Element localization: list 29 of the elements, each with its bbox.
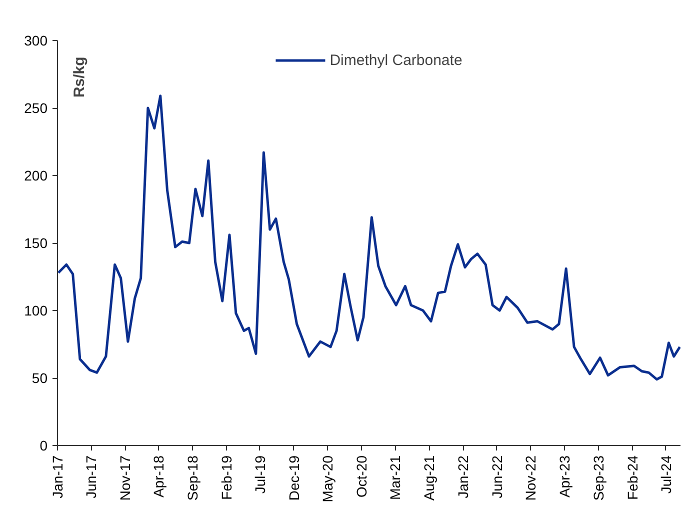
x-tick-label: Nov-22 bbox=[522, 455, 539, 501]
x-tick-label: Apr-18 bbox=[150, 455, 167, 498]
x-tick-label: Feb-19 bbox=[218, 455, 235, 500]
x-tick-label: Sep-18 bbox=[184, 455, 201, 501]
x-tick-label: Jul-24 bbox=[658, 455, 674, 494]
y-tick-label: 100 bbox=[24, 302, 48, 318]
x-tick-label: Jan-17 bbox=[50, 455, 66, 498]
y-tick-label: 0 bbox=[40, 438, 48, 454]
x-tick-label: Dec-19 bbox=[286, 455, 302, 501]
legend-label: Dimethyl Carbonate bbox=[330, 52, 462, 68]
y-tick-label: 300 bbox=[24, 32, 48, 48]
y-tick-label: 50 bbox=[32, 370, 48, 386]
x-tick-label: Oct-20 bbox=[354, 455, 370, 498]
x-tick-label: Nov-17 bbox=[117, 455, 134, 501]
x-tick-label: Sep-23 bbox=[590, 455, 606, 501]
y-tick-label: 200 bbox=[24, 168, 48, 184]
x-tick-label: Feb-24 bbox=[624, 455, 640, 500]
x-tick-label: Jun-22 bbox=[488, 455, 505, 498]
x-tick-label: Aug-21 bbox=[421, 455, 438, 501]
x-tick-label: Jul-19 bbox=[252, 455, 268, 494]
x-tick-label: Jan-22 bbox=[455, 455, 472, 498]
line-series bbox=[58, 94, 680, 381]
y-tick-label: 150 bbox=[24, 235, 48, 251]
x-tick-label: Mar-21 bbox=[387, 455, 404, 500]
y-tick-label: 250 bbox=[24, 100, 48, 116]
y-axis-title: Rs/kg bbox=[71, 56, 88, 98]
x-tick-label: May-20 bbox=[320, 455, 336, 502]
x-tick-label: Jun-17 bbox=[83, 455, 100, 498]
x-tick-label: Apr-23 bbox=[556, 455, 572, 498]
